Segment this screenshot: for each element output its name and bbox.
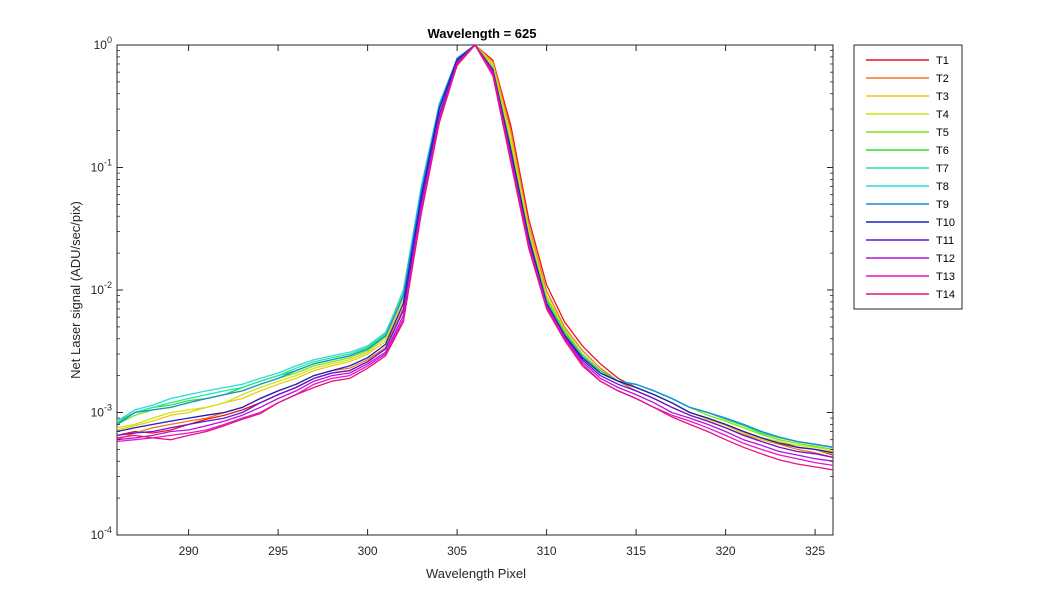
legend-label: T14 <box>936 289 955 301</box>
y-tick-label: 10-1 <box>91 158 112 175</box>
y-tick-label: 10-4 <box>91 525 112 542</box>
legend-label: T5 <box>936 127 949 139</box>
legend-label: T3 <box>936 91 949 103</box>
x-tick-label: 315 <box>626 544 646 558</box>
y-tick-label: 10-2 <box>91 280 112 297</box>
legend-label: T9 <box>936 199 949 211</box>
y-axis: 10-4 10-3 10-2 10-1 100 <box>91 35 833 542</box>
legend-box <box>853 44 963 310</box>
x-axis: 290 295 300 305 310 315 320 325 <box>179 45 825 558</box>
legend-label: T12 <box>936 253 955 265</box>
y-tick-label: 100 <box>94 35 112 52</box>
x-axis-label: Wavelength Pixel <box>426 566 526 581</box>
x-tick-label: 295 <box>268 544 288 558</box>
legend-label: T10 <box>936 217 955 229</box>
legend-label: T13 <box>936 271 955 283</box>
legend-label: T1 <box>936 55 949 67</box>
x-tick-label: 300 <box>358 544 378 558</box>
x-tick-label: 320 <box>716 544 736 558</box>
x-tick-label: 305 <box>447 544 467 558</box>
y-tick-label: 10-3 <box>91 403 112 420</box>
legend-label: T7 <box>936 163 949 175</box>
plot-area <box>116 44 834 536</box>
legend-label: T11 <box>936 235 954 247</box>
x-tick-label: 325 <box>805 544 825 558</box>
legend-label: T4 <box>936 109 949 121</box>
chart-title: Wavelength = 625 <box>428 26 537 41</box>
legend-label: T8 <box>936 181 949 193</box>
x-tick-label: 310 <box>537 544 557 558</box>
legend-label: T2 <box>936 73 949 85</box>
series-layer <box>116 44 834 471</box>
x-tick-label: 290 <box>179 544 199 558</box>
legend: T1 T2 T3 T4 T5 T6 T7 T8 T9 T10 T11 T12 T13 T14 <box>853 44 963 310</box>
y-axis-label: Net Laser signal (ADU/sec/pix) <box>68 201 83 379</box>
legend-label: T6 <box>936 145 949 157</box>
series-line-t14 <box>116 44 834 471</box>
